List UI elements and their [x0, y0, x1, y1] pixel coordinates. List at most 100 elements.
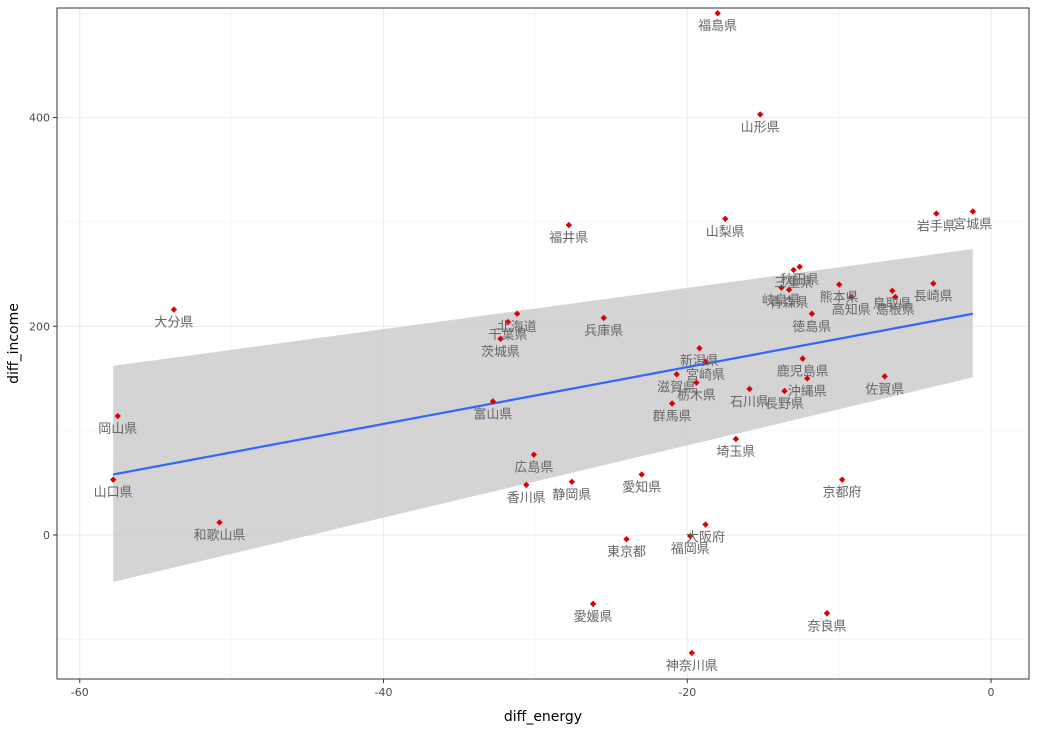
- data-point: [623, 535, 630, 543]
- point-label: 島根県: [876, 303, 915, 318]
- point-label: 熊本県: [820, 290, 859, 306]
- data-point: [823, 610, 831, 617]
- data-point: [756, 111, 764, 118]
- point-label: 岩手県: [917, 220, 956, 235]
- point-label: 愛知県: [622, 479, 661, 495]
- point-label: 東京都: [607, 544, 646, 560]
- point-label: 石川県: [730, 395, 769, 410]
- data-point: [838, 476, 846, 483]
- point-label: 長野県: [765, 397, 804, 412]
- data-point: [808, 310, 816, 317]
- data-point: [933, 210, 940, 217]
- data-point: [930, 280, 937, 287]
- point-label: 広島県: [514, 461, 553, 476]
- x-tick-label: -60: [71, 686, 89, 699]
- confidence-band-area: [113, 249, 973, 582]
- data-point: [565, 221, 573, 229]
- data-point: [702, 358, 709, 365]
- data-point: [799, 355, 806, 362]
- point-label: 茨城県: [481, 345, 520, 360]
- data-point: [804, 375, 811, 382]
- data-point: [688, 649, 696, 657]
- point-label: 三重県: [774, 275, 813, 291]
- data-point: [216, 519, 223, 526]
- data-point: [600, 314, 607, 322]
- data-point: [638, 471, 645, 478]
- data-point: [523, 481, 530, 489]
- data-point: [881, 373, 888, 380]
- point-label: 兵庫県: [584, 324, 623, 339]
- data-point: [732, 435, 740, 443]
- point-label: 岡山県: [98, 422, 137, 437]
- point-label: 京都府: [823, 486, 862, 501]
- point-label: 宮崎県: [686, 367, 725, 383]
- data-point: [781, 387, 788, 395]
- point-label: 岐阜県: [762, 293, 801, 309]
- data-point: [497, 335, 504, 343]
- point-label: 山形県: [741, 120, 780, 135]
- data-point: [109, 476, 117, 483]
- data-point: [504, 318, 512, 326]
- point-label: 静岡県: [552, 488, 591, 503]
- data-point: [668, 400, 676, 407]
- point-label: 山口県: [94, 486, 133, 501]
- y-axis-title: diff_income: [6, 303, 22, 384]
- point-label: 千葉県: [489, 328, 528, 343]
- point-label: 群馬県: [653, 410, 692, 425]
- data-point: [969, 208, 977, 215]
- point-label: 高知県: [832, 302, 871, 318]
- point-label: 佐賀県: [865, 382, 904, 397]
- point-label: 福岡県: [671, 542, 710, 557]
- data-point: [722, 215, 729, 222]
- point-label: 宮城県: [953, 216, 992, 232]
- x-tick-label: -40: [375, 686, 393, 699]
- y-axis: 0 200 400: [29, 112, 57, 542]
- x-tick-label: -20: [678, 686, 696, 699]
- fit-line: [112, 312, 974, 476]
- point-label: 新潟県: [680, 353, 719, 369]
- data-point: [889, 287, 896, 295]
- point-label: 大阪府: [686, 531, 725, 546]
- point-label: 栃木県: [677, 389, 716, 404]
- data-point: [530, 451, 538, 458]
- data-point: [513, 310, 521, 317]
- y-tick-label: 0: [43, 529, 50, 542]
- point-label: 徳島県: [792, 320, 831, 335]
- point-label: 長崎県: [914, 289, 953, 304]
- data-point: [693, 379, 700, 386]
- point-label: 北海道: [498, 320, 537, 335]
- data-point: [568, 478, 576, 485]
- data-point: [114, 412, 121, 420]
- data-point: [714, 10, 721, 17]
- point-label: 沖縄県: [788, 384, 827, 399]
- point-label: 鳥取県: [873, 297, 912, 312]
- y-tick-label: 200: [29, 320, 50, 333]
- point-label: 鹿児島県: [777, 364, 829, 380]
- data-point: [589, 600, 597, 608]
- regression-line: [112, 312, 974, 476]
- confidence-band: [113, 249, 973, 582]
- point-label: 福井県: [549, 231, 588, 246]
- point-label: 愛媛県: [574, 610, 613, 625]
- point-label: 秋田県: [780, 273, 819, 288]
- data-point: [785, 286, 793, 293]
- point-label: 山梨県: [706, 225, 745, 240]
- data-point: [489, 398, 497, 405]
- point-label: 埼玉県: [716, 445, 755, 460]
- point-label: 奈良県: [807, 618, 846, 634]
- point-label: 福島県: [698, 19, 737, 34]
- point-label: 大分県: [154, 316, 193, 331]
- data-point: [687, 532, 694, 540]
- x-axis: -60 -40 -20 0: [71, 679, 995, 699]
- data-point: [790, 266, 797, 274]
- data-point: [835, 281, 843, 288]
- x-axis-title: diff_energy: [504, 709, 582, 725]
- point-label: 和歌山県: [193, 528, 245, 543]
- data-point: [778, 284, 785, 291]
- x-tick-label: 0: [988, 686, 995, 699]
- data-point: [673, 371, 680, 378]
- y-tick-label: 400: [29, 112, 50, 125]
- point-label: 香川県: [507, 491, 546, 506]
